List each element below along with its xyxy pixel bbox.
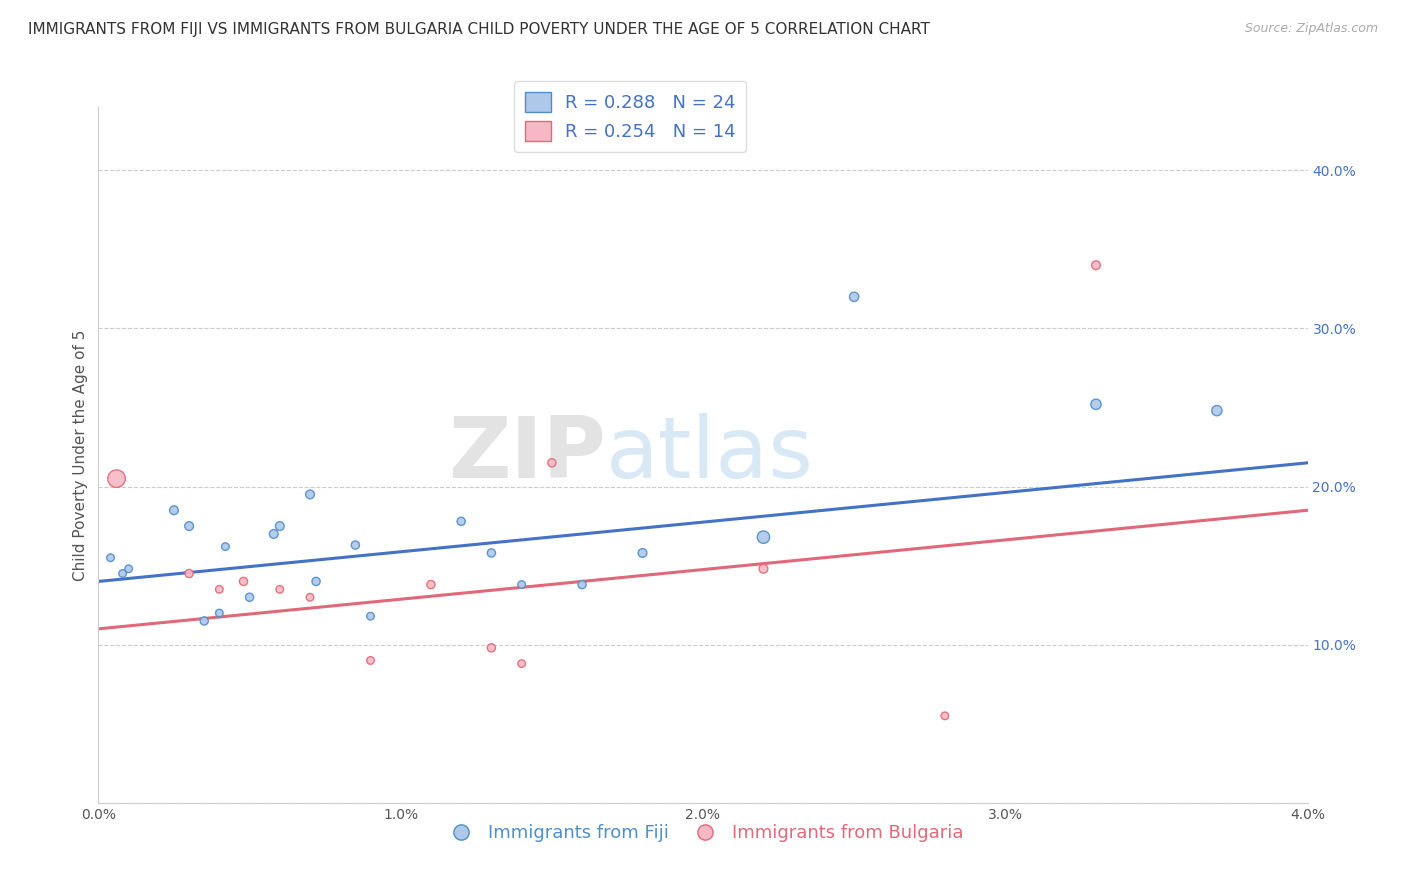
Point — [481, 546, 503, 560]
Point — [450, 514, 472, 528]
Point — [208, 582, 231, 597]
Point — [263, 527, 285, 541]
Point — [934, 708, 956, 723]
Point — [100, 550, 122, 565]
Point — [510, 657, 533, 671]
Point — [163, 503, 186, 517]
Point — [269, 519, 291, 533]
Point — [420, 577, 443, 591]
Point — [239, 591, 262, 605]
Point — [571, 577, 593, 591]
Point — [105, 472, 128, 486]
Point — [232, 574, 254, 589]
Legend: Immigrants from Fiji, Immigrants from Bulgaria: Immigrants from Fiji, Immigrants from Bu… — [436, 817, 970, 849]
Point — [1085, 258, 1108, 272]
Point — [118, 562, 141, 576]
Y-axis label: Child Poverty Under the Age of 5: Child Poverty Under the Age of 5 — [73, 329, 89, 581]
Point — [481, 640, 503, 655]
Point — [540, 456, 562, 470]
Point — [179, 566, 201, 581]
Point — [752, 562, 775, 576]
Point — [360, 653, 382, 667]
Point — [752, 530, 775, 544]
Point — [208, 606, 231, 620]
Point — [510, 577, 533, 591]
Point — [193, 614, 215, 628]
Point — [214, 540, 236, 554]
Point — [111, 566, 134, 581]
Point — [360, 609, 382, 624]
Point — [299, 487, 322, 501]
Point — [299, 591, 322, 605]
Point — [305, 574, 328, 589]
Text: ZIP: ZIP — [449, 413, 606, 497]
Text: atlas: atlas — [606, 413, 814, 497]
Point — [344, 538, 367, 552]
Text: IMMIGRANTS FROM FIJI VS IMMIGRANTS FROM BULGARIA CHILD POVERTY UNDER THE AGE OF : IMMIGRANTS FROM FIJI VS IMMIGRANTS FROM … — [28, 22, 929, 37]
Text: Source: ZipAtlas.com: Source: ZipAtlas.com — [1244, 22, 1378, 36]
Point — [631, 546, 654, 560]
Point — [269, 582, 291, 597]
Point — [1085, 397, 1108, 411]
Point — [1206, 403, 1229, 417]
Point — [179, 519, 201, 533]
Point — [844, 290, 866, 304]
